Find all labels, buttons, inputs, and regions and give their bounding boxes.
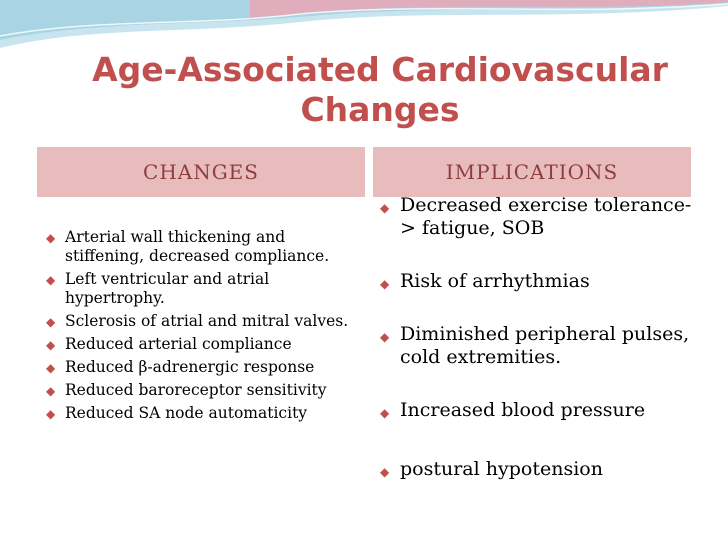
list-item: ◆ Decreased exercise tolerance-> fatigue,… (380, 194, 700, 240)
bullet-icon: ◆ (380, 465, 390, 479)
bullet-icon: ◆ (46, 384, 56, 398)
list-item: ◆ Reduced β-adrenergic response (46, 358, 366, 377)
list-item-text: Increased blood pressure (400, 399, 646, 421)
bullet-icon: ◆ (380, 406, 390, 420)
list-item: ◆ Reduced SA node automaticity (46, 404, 366, 423)
list-item: ◆ postural hypotension (380, 458, 700, 481)
changes-column-header: CHANGES (37, 147, 365, 197)
list-item-text: Reduced baroreceptor sensitivity (65, 381, 327, 399)
bullet-icon: ◆ (46, 338, 56, 352)
list-item-text: Reduced β-adrenergic response (65, 358, 315, 376)
slide-title-line-1: Age-Associated Cardiovascular (92, 50, 668, 89)
implications-list: ◆ Decreased exercise tolerance-> fatigue,… (380, 194, 700, 481)
list-item: ◆ Sclerosis of atrial and mitral valves. (46, 312, 366, 331)
list-item: ◆ Reduced arterial compliance (46, 335, 366, 354)
list-item: ◆ Left ventricular and atrial hypertrophy… (46, 270, 366, 308)
implications-column-header: IMPLICATIONS (373, 147, 691, 197)
bullet-icon: ◆ (380, 330, 390, 344)
list-item-text: Decreased exercise tolerance-> fatigue, … (400, 194, 692, 239)
slide-title-line-2: Changes (300, 90, 460, 129)
list-item: ◆ Arterial wall thickening and stiffening… (46, 228, 366, 266)
bullet-icon: ◆ (380, 277, 390, 291)
list-item: ◆ Increased blood pressure (380, 399, 700, 422)
list-item-text: Risk of arrhythmias (400, 270, 590, 292)
list-item: ◆ Reduced baroreceptor sensitivity (46, 381, 366, 400)
bullet-icon: ◆ (46, 273, 56, 287)
decorative-top-wave (0, 0, 728, 48)
bullet-icon: ◆ (46, 361, 56, 375)
bullet-icon: ◆ (46, 315, 56, 329)
list-item-text: Reduced SA node automaticity (65, 404, 308, 422)
list-item-text: Reduced arterial compliance (65, 335, 292, 353)
slide-title: Age-Associated Cardiovascular Changes (60, 50, 700, 130)
bullet-icon: ◆ (46, 231, 56, 245)
list-item-text: Sclerosis of atrial and mitral valves. (65, 312, 349, 330)
list-item-text: Diminished peripheral pulses, cold extre… (400, 323, 690, 368)
list-item: ◆ Diminished peripheral pulses, cold extr… (380, 323, 700, 369)
list-item-text: Arterial wall thickening and stiffening,… (65, 228, 330, 265)
changes-list: ◆ Arterial wall thickening and stiffening… (46, 228, 366, 427)
list-item-text: postural hypotension (400, 458, 603, 480)
bullet-icon: ◆ (380, 201, 390, 215)
list-item-text: Left ventricular and atrial hypertrophy. (65, 270, 270, 307)
list-item: ◆ Risk of arrhythmias (380, 270, 700, 293)
bullet-icon: ◆ (46, 407, 56, 421)
